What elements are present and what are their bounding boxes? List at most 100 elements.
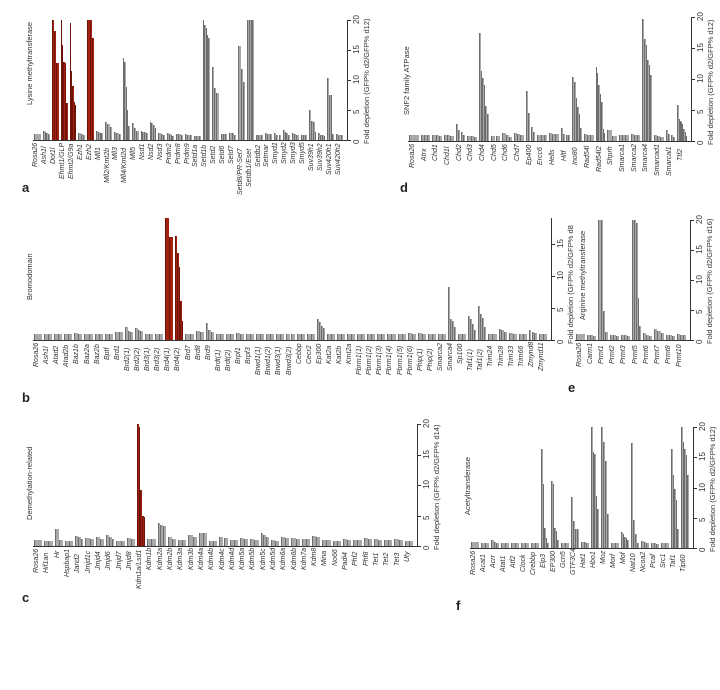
bar bbox=[340, 333, 346, 340]
bar bbox=[537, 134, 541, 141]
bar bbox=[491, 540, 494, 548]
bar bbox=[116, 540, 121, 546]
bar bbox=[544, 528, 546, 548]
bar bbox=[590, 134, 594, 141]
x-tick-label: Setd8/PR-Set7 bbox=[236, 147, 244, 195]
bar bbox=[66, 102, 68, 140]
bar bbox=[650, 75, 652, 141]
bar bbox=[167, 133, 169, 140]
x-tick-label: Chd1 bbox=[432, 143, 440, 161]
bar bbox=[508, 136, 512, 141]
x-tick-label: Elp3 bbox=[540, 553, 547, 568]
bar bbox=[204, 24, 206, 140]
bar bbox=[665, 543, 669, 548]
bar bbox=[89, 539, 94, 546]
x-tick-label: Brwd1(2) bbox=[265, 346, 273, 376]
bar bbox=[598, 85, 600, 141]
bar bbox=[63, 62, 65, 140]
bar bbox=[460, 132, 463, 141]
bar bbox=[48, 540, 53, 546]
bar bbox=[620, 334, 624, 340]
bar bbox=[302, 134, 306, 140]
bar bbox=[127, 331, 131, 340]
y-tick bbox=[551, 243, 555, 245]
bar bbox=[671, 449, 673, 548]
bar bbox=[78, 132, 81, 140]
bar bbox=[182, 539, 187, 546]
x-tick-label: Jmjd1c bbox=[84, 551, 92, 574]
x-tick-label: Brdt(1) bbox=[214, 349, 222, 372]
bar bbox=[267, 134, 270, 140]
bar bbox=[603, 442, 605, 548]
bar bbox=[286, 333, 291, 340]
bar bbox=[561, 543, 565, 548]
bar bbox=[274, 540, 280, 546]
x-tick-label: Acat1 bbox=[480, 553, 487, 572]
bar bbox=[72, 86, 74, 140]
x-tick-label: Pbrm1(4) bbox=[386, 346, 394, 376]
bar bbox=[193, 135, 197, 140]
x-tick-label: Pbrm1(1) bbox=[356, 346, 364, 376]
bar bbox=[165, 218, 170, 340]
bar bbox=[106, 535, 109, 546]
x-tick-label: Chd1l bbox=[443, 146, 451, 165]
bar bbox=[213, 540, 218, 546]
bar bbox=[505, 134, 509, 141]
bar bbox=[625, 538, 628, 548]
bar bbox=[545, 538, 548, 548]
bar bbox=[192, 536, 197, 546]
bar bbox=[295, 539, 300, 546]
bar bbox=[641, 541, 644, 548]
bar bbox=[211, 332, 214, 340]
x-tick-label: Smarca1 bbox=[618, 144, 626, 173]
bar bbox=[601, 427, 603, 548]
bar bbox=[600, 220, 603, 340]
x-tick-label: No66 bbox=[331, 548, 339, 566]
bar bbox=[291, 538, 296, 546]
bar bbox=[235, 332, 240, 340]
y-tick bbox=[691, 79, 695, 80]
bar bbox=[105, 122, 108, 140]
x-tick-label: Atat1 bbox=[500, 555, 507, 572]
bar bbox=[353, 539, 358, 546]
bar bbox=[158, 132, 161, 140]
bar bbox=[619, 134, 623, 141]
bar bbox=[401, 333, 406, 340]
x-tick-label: Atad2 bbox=[53, 345, 61, 364]
bar bbox=[347, 333, 352, 340]
bar bbox=[296, 333, 301, 340]
bar bbox=[603, 311, 606, 340]
bar bbox=[175, 235, 177, 340]
bar bbox=[472, 323, 475, 340]
y-tick-label: 10 bbox=[698, 482, 707, 492]
x-tick-label: Smarca2 bbox=[436, 343, 444, 372]
x-tick-label: Pbrm1(2) bbox=[366, 346, 374, 376]
bar bbox=[34, 134, 41, 140]
bar bbox=[661, 543, 665, 548]
y-tick bbox=[690, 340, 694, 341]
x-tick-label: Brd3(1) bbox=[144, 347, 152, 372]
bar bbox=[91, 38, 95, 140]
x-tick-label: Prmt10 bbox=[676, 344, 684, 368]
bar bbox=[336, 134, 339, 140]
bar bbox=[593, 335, 597, 340]
bar bbox=[482, 317, 485, 340]
bar bbox=[284, 132, 287, 140]
bar bbox=[85, 538, 90, 546]
bar bbox=[314, 131, 317, 140]
bar bbox=[270, 539, 275, 546]
bar bbox=[120, 540, 125, 546]
bar bbox=[250, 333, 255, 340]
bar bbox=[458, 129, 461, 141]
bar bbox=[490, 136, 496, 141]
bar bbox=[151, 123, 153, 140]
bar bbox=[154, 128, 157, 140]
x-tick-label: Brdt(2) bbox=[224, 349, 232, 372]
x-tick-label: Brd1 bbox=[113, 344, 121, 360]
x-tick-label: EP300 bbox=[550, 550, 557, 572]
bar bbox=[189, 333, 194, 340]
x-tick-label: Nsd1 bbox=[139, 143, 147, 160]
bar bbox=[220, 134, 223, 140]
bar bbox=[531, 331, 535, 340]
bar bbox=[454, 326, 457, 340]
